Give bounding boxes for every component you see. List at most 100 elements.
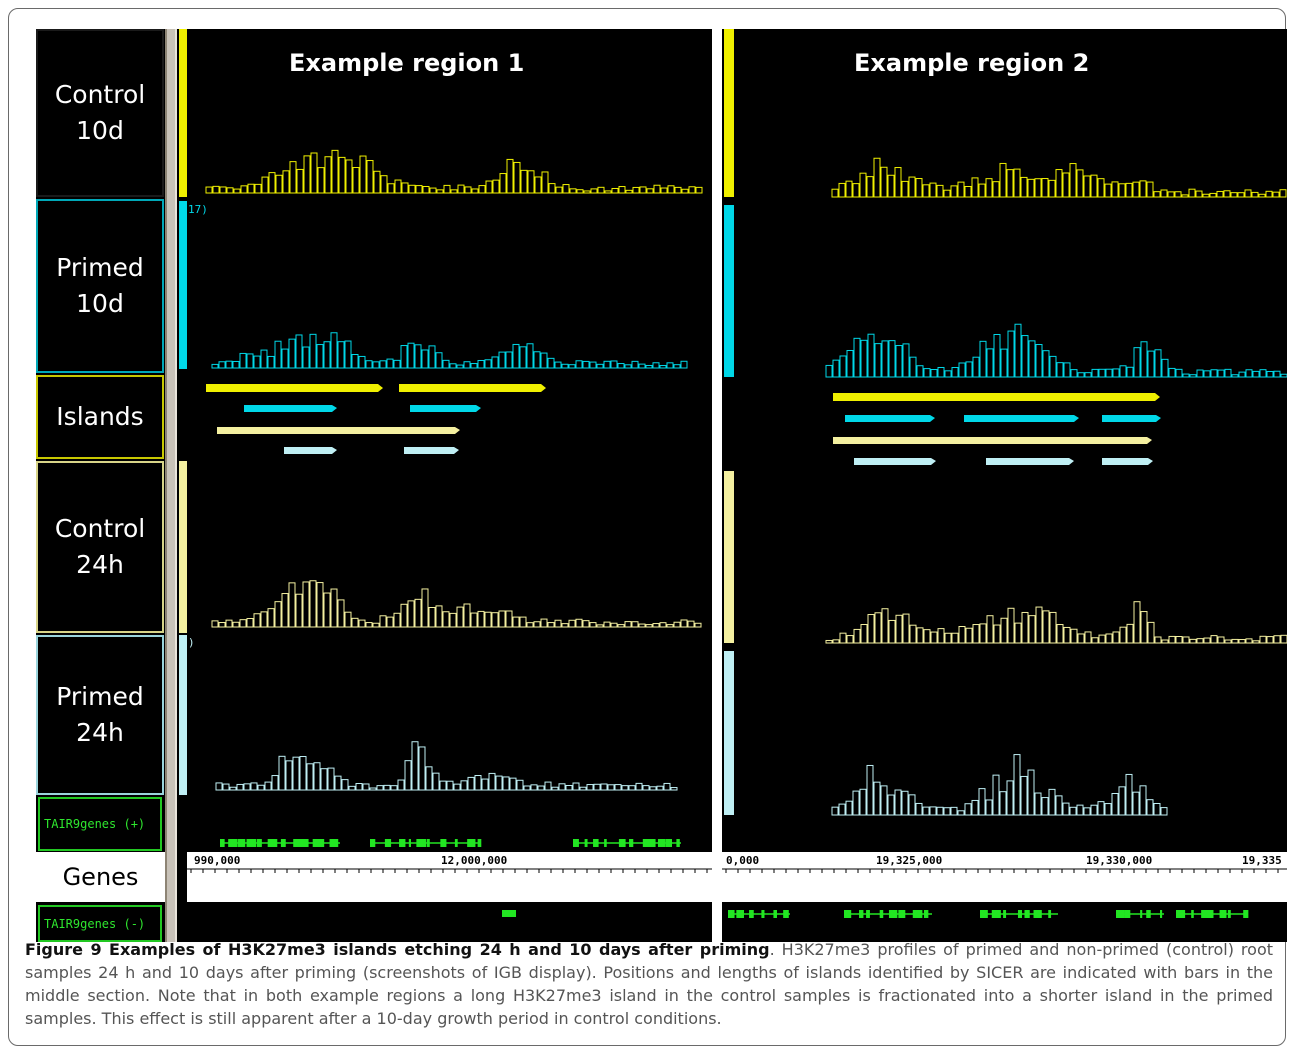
gene-exon[interactable] (618, 839, 626, 847)
coverage-bin (908, 794, 916, 816)
coverage-bin (1139, 180, 1147, 198)
panel-divider[interactable] (165, 29, 177, 942)
coverage-bin (1238, 639, 1246, 644)
island-bar-control-24h[interactable] (217, 427, 455, 434)
gene-exon[interactable] (1160, 910, 1163, 918)
gene-exon[interactable] (1243, 910, 1249, 918)
gene-exon[interactable] (991, 910, 1001, 918)
caption-label: Figure 9 Examples of H3K27me3 islands et… (25, 940, 770, 959)
gene-exon[interactable] (502, 910, 516, 917)
gene-exon[interactable] (1208, 910, 1214, 918)
gene-exon[interactable] (773, 910, 777, 918)
island-bar-primed-10d[interactable] (845, 415, 930, 422)
coverage-bin (881, 608, 889, 644)
gene-exon[interactable] (1017, 910, 1022, 918)
gene-exon[interactable] (859, 910, 864, 918)
coverage-bin (372, 622, 380, 628)
island-bar-control-10d[interactable] (833, 393, 1155, 401)
gene-exon[interactable] (649, 839, 656, 847)
gene-exon[interactable] (426, 839, 430, 847)
gene-exon[interactable] (467, 839, 476, 847)
gene-exon[interactable] (299, 839, 309, 847)
gene-exon[interactable] (1219, 910, 1227, 918)
gene-exon[interactable] (1124, 910, 1131, 918)
ruler-region-1[interactable] (187, 852, 712, 902)
gene-exon[interactable] (1048, 910, 1052, 918)
gene-exon[interactable] (866, 910, 870, 918)
gene-exon[interactable] (280, 839, 286, 847)
gene-exon[interactable] (312, 839, 322, 847)
gene-exon[interactable] (329, 839, 339, 847)
island-bar-primed-24h[interactable] (284, 447, 332, 454)
track-color-band (724, 651, 734, 815)
gene-exon[interactable] (320, 839, 325, 847)
gene-exon[interactable] (1191, 910, 1194, 918)
gene-exon[interactable] (1227, 910, 1231, 918)
gene-exon[interactable] (1201, 910, 1211, 918)
gene-exon[interactable] (912, 910, 923, 918)
island-bar-control-24h[interactable] (833, 437, 1147, 444)
gene-exon[interactable] (593, 839, 599, 847)
gene-exon[interactable] (1140, 910, 1143, 918)
coverage-bin (509, 777, 517, 791)
gene-exon[interactable] (761, 910, 765, 918)
gene-exon[interactable] (629, 839, 634, 847)
gene-exon[interactable] (1024, 910, 1030, 918)
gene-exon[interactable] (384, 839, 392, 847)
gene-exon[interactable] (676, 839, 680, 847)
gene-exon[interactable] (844, 910, 852, 918)
gene-exon[interactable] (1176, 910, 1186, 918)
gene-exon[interactable] (604, 839, 607, 847)
coverage-bin (499, 173, 507, 194)
coverage-bin (625, 189, 633, 194)
gene-exon[interactable] (584, 839, 588, 847)
gene-exon[interactable] (728, 910, 735, 918)
gene-exon[interactable] (642, 839, 651, 847)
gene-exon[interactable] (220, 839, 225, 847)
island-bar-control-10d[interactable] (399, 384, 541, 392)
island-bar-primed-24h[interactable] (404, 447, 454, 454)
gene-exon[interactable] (267, 839, 278, 847)
gene-exon[interactable] (1003, 910, 1007, 918)
island-bar-primed-10d[interactable] (244, 405, 332, 412)
gene-exon[interactable] (665, 839, 673, 847)
gene-exon[interactable] (408, 839, 411, 847)
gene-exon[interactable] (923, 910, 929, 918)
gene-exon[interactable] (293, 839, 301, 847)
island-bar-primed-10d[interactable] (964, 415, 1074, 422)
label-line: Islands (56, 402, 144, 431)
coverage-bin (1217, 636, 1225, 644)
gene-exon[interactable] (573, 839, 579, 847)
gene-exon[interactable] (238, 839, 246, 847)
coverage-bin (317, 167, 325, 194)
island-bar-primed-10d[interactable] (410, 405, 476, 412)
gene-exon[interactable] (477, 839, 482, 847)
gene-exon[interactable] (454, 839, 458, 847)
gene-exon[interactable] (399, 839, 406, 847)
gene-exon[interactable] (246, 839, 257, 847)
gene-exon[interactable] (1033, 910, 1042, 918)
gene-exon[interactable] (749, 910, 754, 918)
gene-exon[interactable] (657, 839, 666, 847)
gene-exon[interactable] (416, 839, 427, 847)
gene-exon[interactable] (898, 910, 906, 918)
gene-exon[interactable] (736, 910, 744, 918)
gene-exon[interactable] (370, 839, 376, 847)
gene-exon[interactable] (440, 839, 447, 847)
island-bar-primed-10d[interactable] (1102, 415, 1156, 422)
coverage-bin (670, 787, 678, 791)
gene-exon[interactable] (228, 839, 238, 847)
gene-exon[interactable] (1146, 910, 1151, 918)
island-bar-primed-24h[interactable] (986, 458, 1069, 465)
gene-exon[interactable] (1116, 910, 1125, 918)
island-bar-control-10d[interactable] (206, 384, 378, 392)
island-bar-primed-24h[interactable] (1102, 458, 1148, 465)
gene-exon[interactable] (888, 910, 898, 918)
gene-exon[interactable] (783, 910, 789, 918)
coverage-bin (421, 588, 429, 628)
island-bar-primed-24h[interactable] (854, 458, 931, 465)
gene-exon[interactable] (879, 910, 884, 918)
ruler-region-2[interactable] (722, 852, 1287, 902)
gene-exon[interactable] (980, 910, 988, 918)
gene-exon[interactable] (256, 839, 262, 847)
